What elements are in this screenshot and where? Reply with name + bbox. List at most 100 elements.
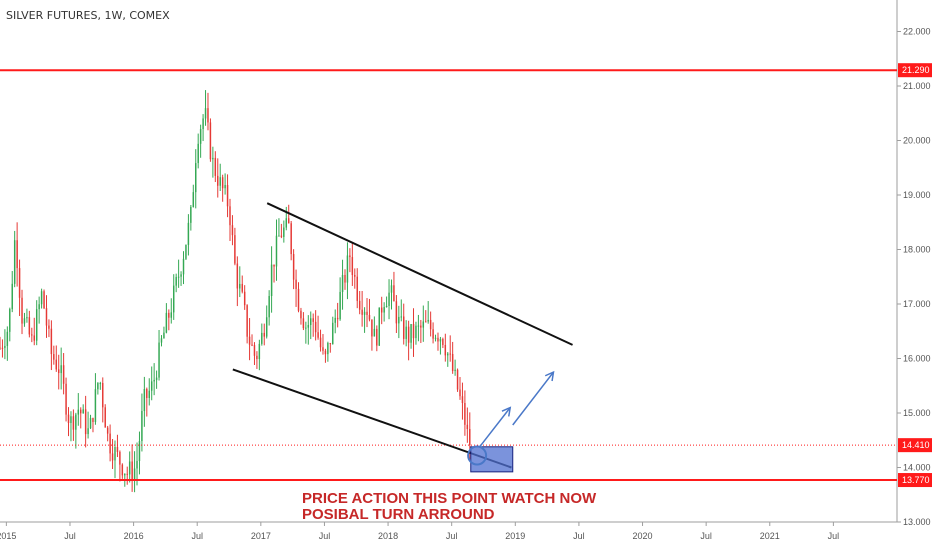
candle-body [119, 451, 121, 465]
candle-body [229, 206, 231, 226]
candle-body [175, 277, 177, 286]
candle-body [466, 424, 469, 430]
candle-body [239, 283, 241, 289]
candle-body [207, 108, 209, 123]
candle-body [395, 301, 398, 324]
candle-body [163, 332, 165, 339]
candle-body [268, 296, 270, 318]
candle-body [40, 291, 43, 305]
candle-body [148, 390, 150, 398]
candle-body [190, 206, 192, 223]
candle-body [141, 410, 143, 442]
trendline [232, 368, 512, 469]
candle-body [62, 365, 65, 384]
candle-body [442, 338, 444, 345]
x-tick-label: Jul [828, 531, 840, 541]
candle-body [251, 344, 253, 346]
candle-body [153, 379, 155, 382]
candle-body [275, 235, 278, 267]
x-tick-label: Jul [191, 531, 203, 541]
projection-arrow-head [544, 370, 555, 382]
candle-body [150, 381, 153, 391]
candle-body [354, 275, 356, 277]
candle-body [241, 283, 243, 292]
candle-body [407, 326, 410, 343]
candle-body [116, 446, 119, 452]
candle-body [402, 316, 405, 339]
candle-body [197, 143, 199, 164]
x-tick-label: 2017 [251, 531, 271, 541]
candle-body [341, 274, 344, 292]
current-price-badge [898, 438, 932, 453]
candle-body [35, 309, 38, 341]
candle-body [18, 268, 21, 298]
candle-body [221, 177, 224, 189]
candle-body [170, 312, 173, 318]
candle-body [124, 473, 126, 476]
projection-arrow [479, 407, 511, 448]
candle-body [283, 227, 285, 237]
candle-body [317, 332, 319, 338]
candle-body [454, 369, 456, 372]
candle-body [106, 427, 109, 434]
candle-body [97, 383, 99, 390]
support-zone [470, 446, 514, 473]
candle-body [70, 416, 72, 424]
candle-body [425, 321, 427, 323]
x-tick-label: 2019 [505, 531, 525, 541]
candle-body [373, 328, 376, 337]
candle-body [38, 304, 40, 310]
projection-arrow [512, 371, 555, 426]
candle-body [371, 319, 373, 337]
candle-body [111, 453, 114, 461]
candle-body [361, 309, 363, 315]
candle-body [322, 347, 324, 351]
candle-body [204, 108, 207, 119]
candle-body [310, 318, 312, 325]
candle-body [13, 240, 16, 284]
x-tick-label: 2015 [0, 531, 16, 541]
candle-body [43, 291, 45, 309]
candle-body [405, 326, 407, 339]
candle-body [376, 328, 378, 346]
candle-body [368, 314, 371, 320]
candle-body [417, 325, 420, 327]
candle-body [6, 331, 9, 346]
trendline [266, 202, 573, 346]
candle-body [226, 184, 229, 207]
candle-body [182, 258, 185, 275]
candle-body [297, 288, 300, 311]
candle-body [104, 407, 106, 428]
candle-body [307, 324, 310, 328]
candle-body [82, 409, 84, 414]
candle-body [146, 389, 148, 398]
candle-body [236, 263, 239, 289]
candle-body [60, 365, 62, 374]
candle-body [300, 310, 302, 319]
candle-body [415, 325, 417, 339]
current-price-label: 14.410 [902, 440, 930, 450]
candle-body [80, 409, 82, 414]
candle-body [21, 297, 23, 324]
candle-body [380, 307, 383, 313]
candle-body [398, 316, 400, 324]
candle-body [363, 311, 366, 315]
candle-body [302, 318, 305, 329]
candle-body [439, 338, 442, 342]
candle-body [33, 335, 35, 341]
y-tick-label: 13.000 [903, 517, 931, 527]
candle-body [192, 192, 195, 207]
candle-body [48, 325, 50, 329]
candle-body [427, 319, 429, 322]
candle-body [451, 353, 454, 372]
candle-body [67, 414, 70, 424]
candle-body [11, 283, 13, 310]
candle-body [329, 342, 332, 345]
candle-body [199, 129, 202, 144]
candle-body [339, 291, 341, 320]
x-tick-label: Jul [573, 531, 585, 541]
x-tick-label: Jul [64, 531, 76, 541]
candle-body [410, 324, 412, 343]
candle-body [77, 409, 80, 415]
